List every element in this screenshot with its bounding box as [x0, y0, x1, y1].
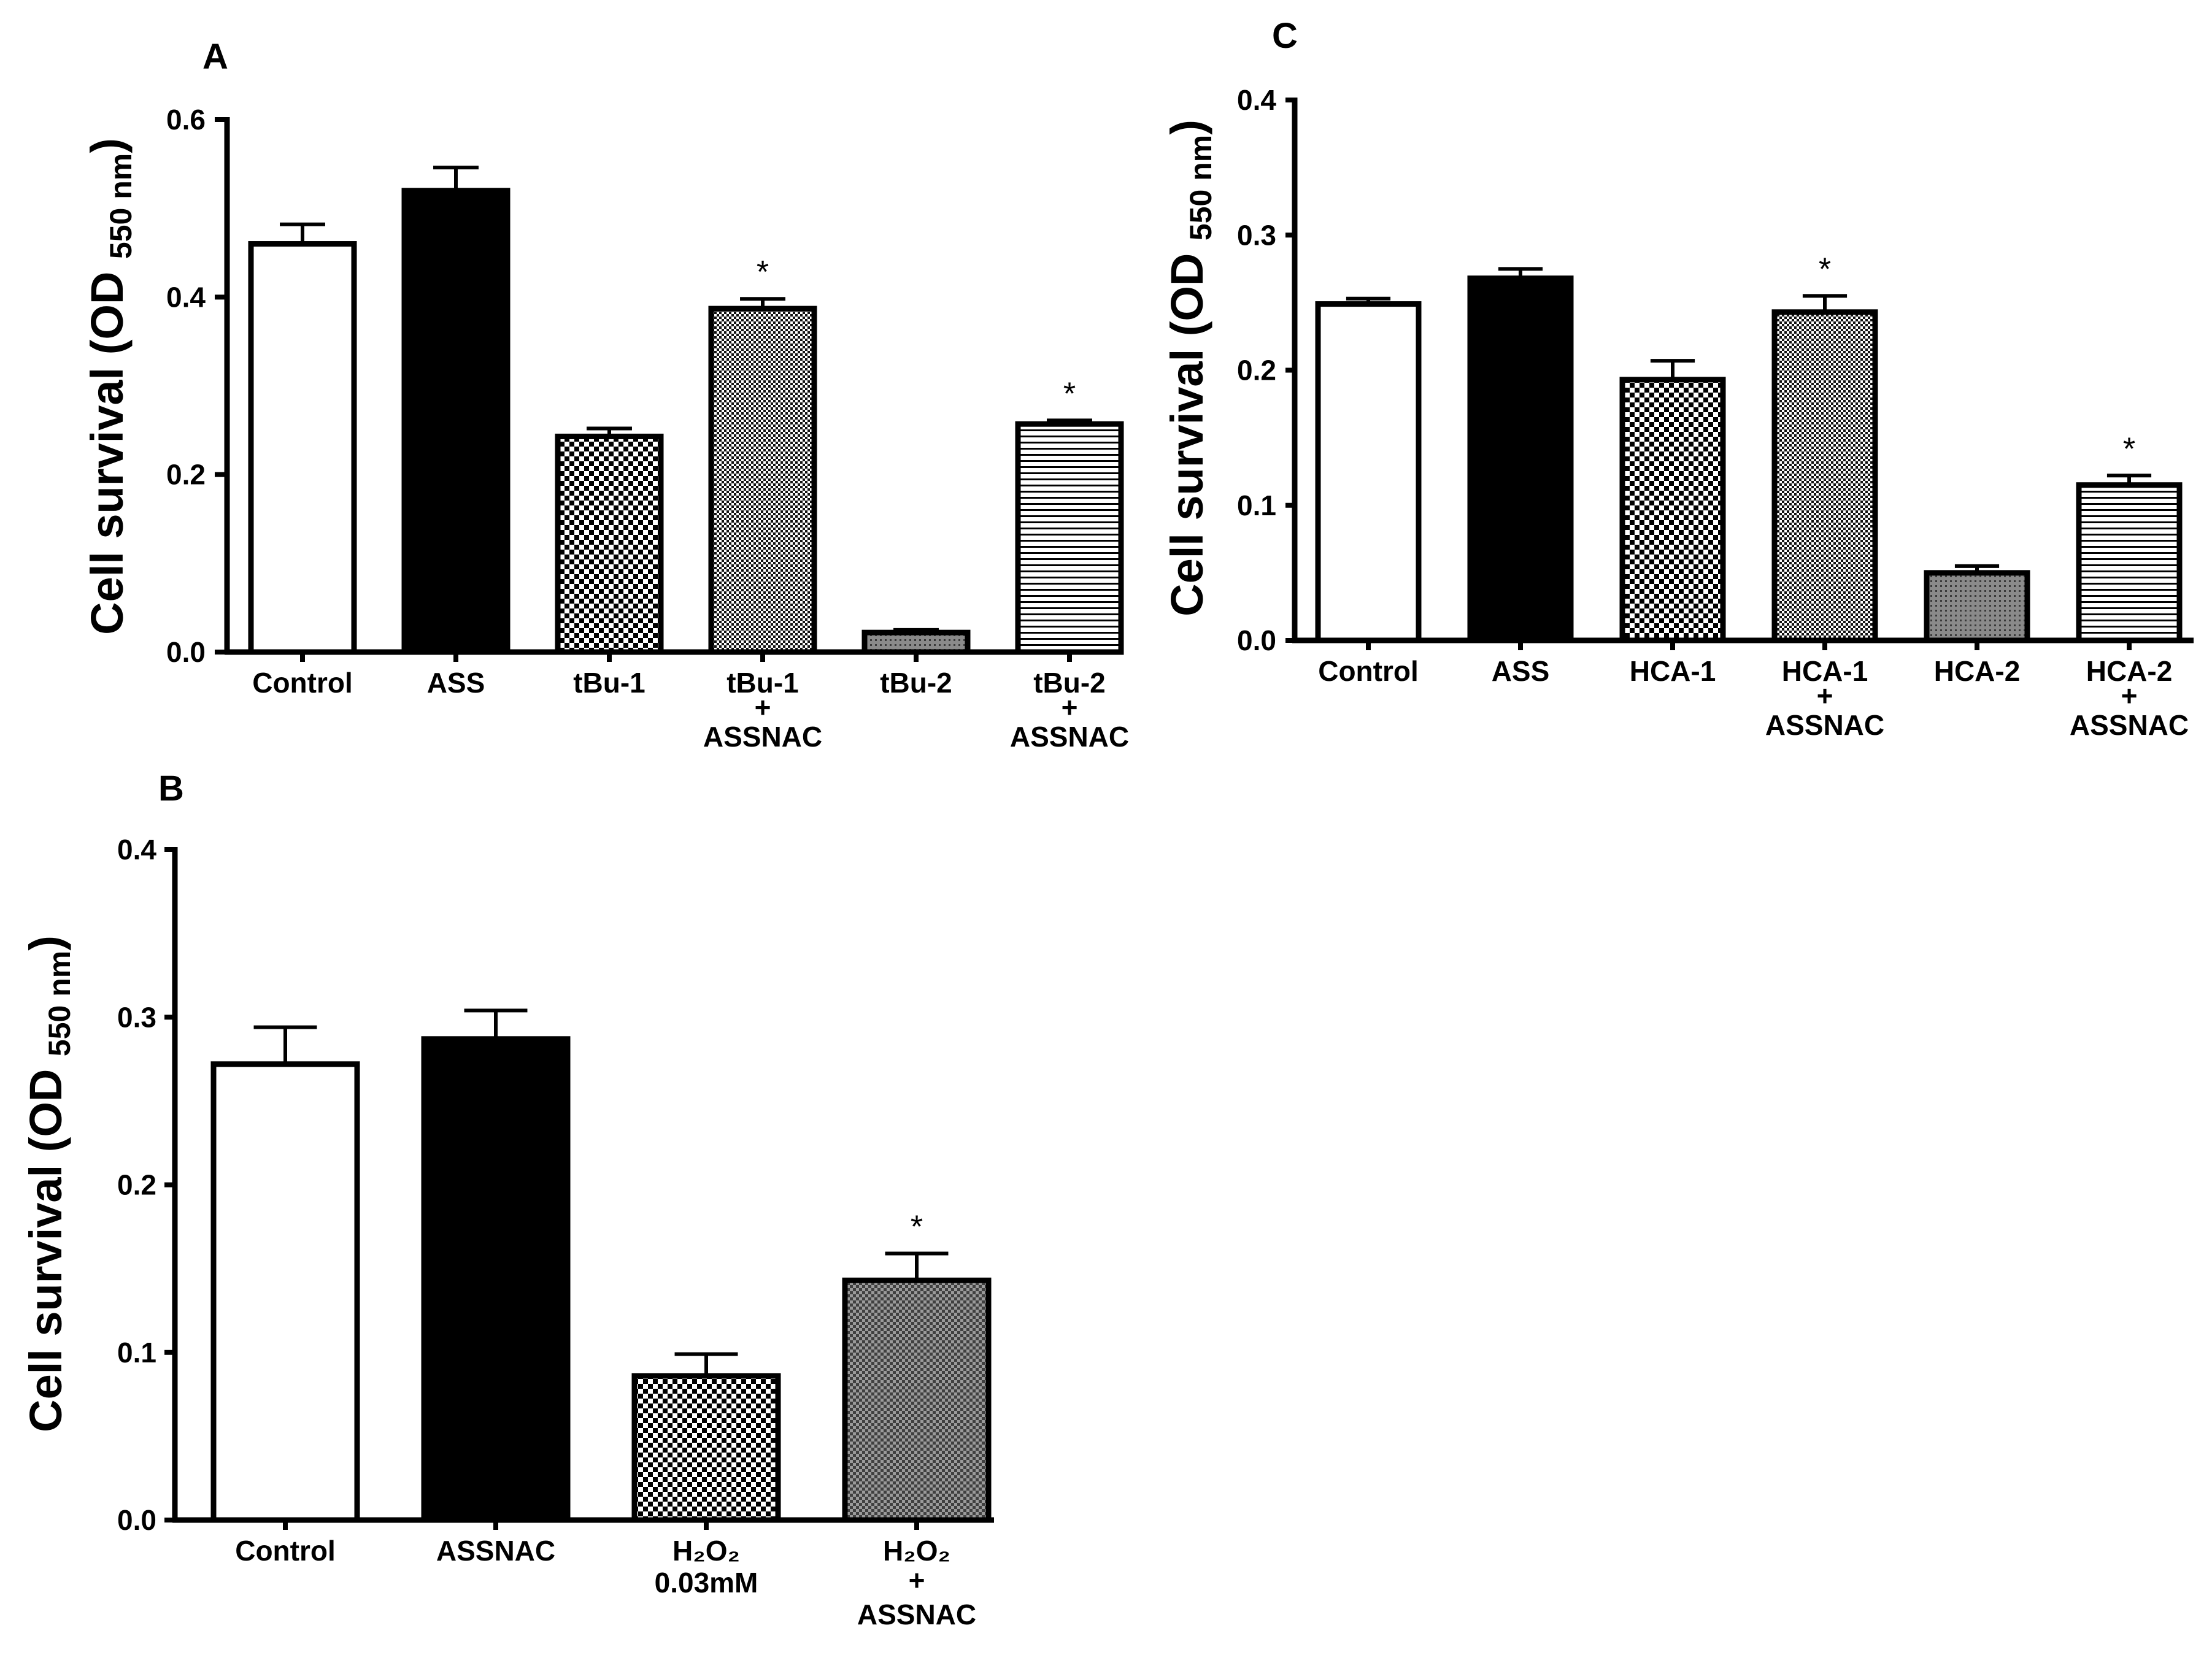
x-category-label: ASSNAC [2070, 709, 2189, 741]
bar [842, 1277, 992, 1523]
bar [1924, 570, 2030, 643]
x-category-label: 0.03mM [655, 1567, 758, 1599]
bar [1467, 275, 1574, 643]
bar [1771, 309, 1878, 643]
x-category-label: Control [1318, 655, 1419, 687]
significance-marker: * [911, 1210, 923, 1245]
x-category-label: ASSNAC [436, 1535, 555, 1567]
y-tick-label: 0.4 [166, 281, 206, 313]
bar [555, 433, 664, 655]
x-category-label: + [909, 1564, 925, 1596]
panel-label: B [158, 769, 184, 808]
panel-c: C Cell survival (OD 550 nm) 0.0 0.1 0.2 0.3 0.… [1162, 16, 2194, 741]
y-axis-title: Cell survival (OD 550 nm) [20, 935, 77, 1432]
panel-b: B Cell survival (OD 550 nm) 0.0 0.1 0.2 0.3 0.… [20, 769, 994, 1630]
x-category-label: HCA-2 [2086, 655, 2173, 687]
x-category-label: HCA-1 [1630, 655, 1716, 687]
significance-marker: * [2123, 431, 2135, 467]
y-tick-label: 0.0 [166, 636, 206, 668]
y-tick-label: 0.3 [1237, 219, 1276, 251]
y-tick-label: 0.2 [166, 459, 206, 491]
x-category-label: tBu-1 [726, 667, 799, 699]
significance-marker: * [1063, 376, 1076, 412]
x-category-label: ASSNAC [1765, 709, 1884, 741]
x-category-label: ASS [427, 667, 485, 699]
x-category-label: ASSNAC [703, 721, 822, 753]
bar [401, 188, 511, 655]
bar [1315, 301, 1422, 643]
x-category-label: + [1062, 691, 1078, 723]
x-category-label: tBu-1 [573, 667, 645, 699]
y-tick-label: 0.4 [117, 834, 156, 866]
y-tick-label: 0.0 [117, 1504, 156, 1536]
significance-marker: * [757, 255, 769, 290]
bar [2076, 482, 2183, 643]
panel-a: A Cell survival (OD 550 nm) 0.0 0.2 0.4 0.6 Co… [82, 37, 1129, 753]
x-category-label: + [1817, 680, 1833, 712]
bar [210, 1061, 360, 1523]
y-tick-label: 0.1 [117, 1337, 156, 1369]
panel-label: A [202, 37, 228, 77]
bar [421, 1036, 571, 1523]
x-category-label: + [755, 691, 771, 723]
y-tick-label: 0.2 [117, 1169, 156, 1201]
y-tick-label: 0.6 [166, 104, 206, 136]
panel-label: C [1272, 16, 1298, 56]
x-category-label: tBu-2 [1033, 667, 1106, 699]
significance-marker: * [1819, 251, 1831, 287]
y-tick-label: 0.0 [1237, 624, 1276, 656]
y-axis-title: Cell survival (OD 550 nm) [1162, 120, 1218, 616]
bar [1619, 377, 1726, 643]
bar [248, 241, 357, 655]
bar [631, 1373, 781, 1523]
x-category-label: H₂O₂ [672, 1535, 740, 1567]
x-category-label: ASS [1492, 655, 1550, 687]
x-category-label: ASSNAC [1010, 721, 1129, 753]
y-tick-label: 0.3 [117, 1001, 156, 1033]
x-category-label: Control [235, 1535, 336, 1567]
bar [861, 629, 971, 655]
y-tick-label: 0.2 [1237, 355, 1276, 386]
y-tick-label: 0.4 [1237, 84, 1276, 116]
x-category-label: ASSNAC [857, 1599, 976, 1630]
y-tick-label: 0.1 [1237, 490, 1276, 521]
y-axis-title: Cell survival (OD 550 nm) [82, 138, 138, 635]
x-category-label: HCA-1 [1782, 655, 1868, 687]
x-category-label: tBu-2 [880, 667, 952, 699]
x-category-label: Control [252, 667, 353, 699]
bar [708, 305, 817, 655]
bar [1015, 421, 1124, 655]
x-category-label: + [2121, 680, 2138, 712]
x-category-label: H₂O₂ [883, 1535, 950, 1567]
x-category-label: HCA-2 [1934, 655, 2021, 687]
